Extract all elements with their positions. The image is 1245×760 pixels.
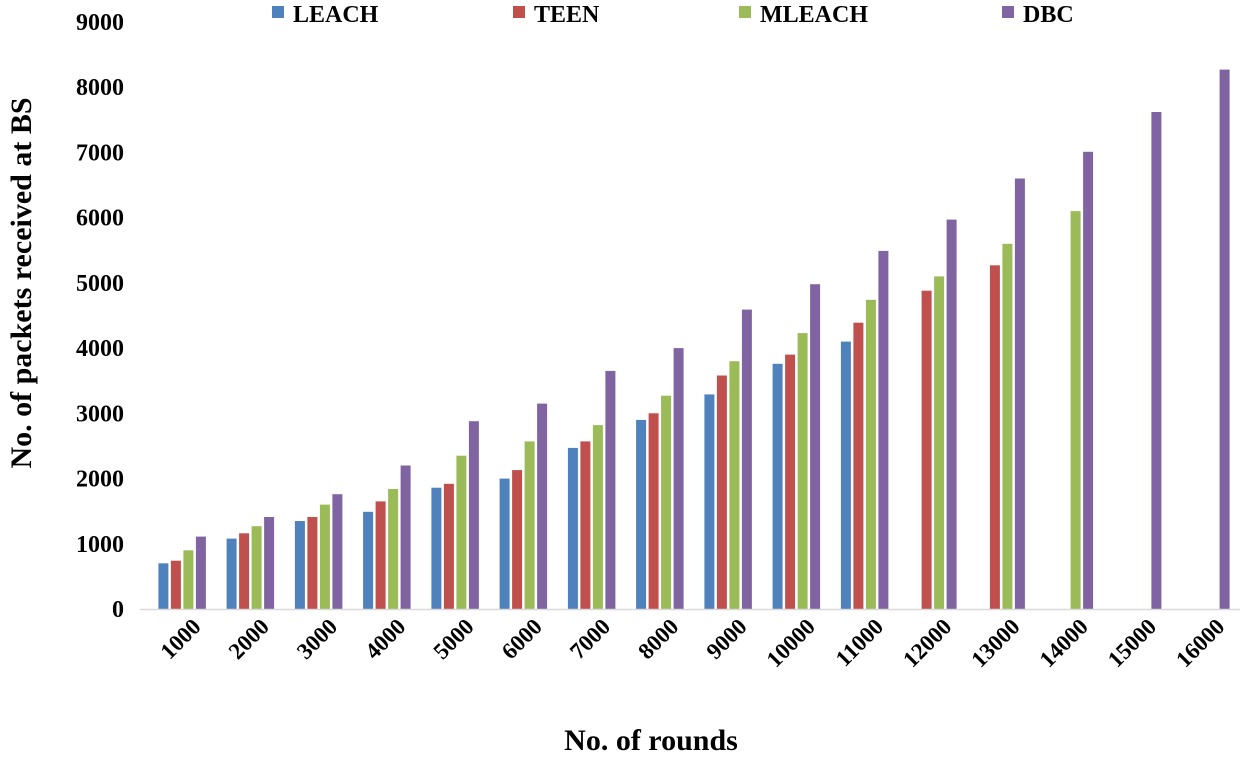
bar-dbc-8000 <box>673 348 684 609</box>
x-tick-label: 8000 <box>633 614 683 664</box>
y-axis-ticks: 0 1000 2000 3000 4000 5000 6000 7000 8000 9000 <box>76 10 124 623</box>
bar-dbc-14000 <box>1083 151 1094 610</box>
x-tick-label: 4000 <box>360 614 410 664</box>
y-tick-label: 6000 <box>76 206 124 232</box>
bar-dbc-3000 <box>332 494 343 609</box>
bar-leach-10000 <box>772 363 783 609</box>
bar-teen-4000 <box>375 501 386 609</box>
bar-dbc-13000 <box>1014 178 1025 609</box>
y-tick-label: 7000 <box>76 140 124 166</box>
y-tick-label: 9000 <box>76 10 124 36</box>
bar-mleach-12000 <box>934 276 945 609</box>
bar-teen-10000 <box>785 354 796 609</box>
legend-swatch-teen <box>513 6 525 18</box>
y-tick-label: 0 <box>112 597 124 623</box>
x-tick-label: 5000 <box>428 614 478 664</box>
bar-leach-7000 <box>567 447 578 609</box>
y-tick-label: 4000 <box>76 336 124 362</box>
bar-mleach-14000 <box>1070 211 1081 609</box>
bar-leach-1000 <box>158 563 169 609</box>
bar-teen-5000 <box>443 483 454 609</box>
y-tick-label: 5000 <box>76 271 124 297</box>
bar-mleach-13000 <box>1002 243 1013 610</box>
x-tick-label: 11000 <box>831 614 888 671</box>
y-tick-label: 2000 <box>76 467 124 493</box>
bar-leach-6000 <box>499 478 510 609</box>
x-tick-label: 16000 <box>1171 614 1229 672</box>
bar-leach-3000 <box>294 521 305 609</box>
bar-teen-7000 <box>580 441 591 609</box>
bar-teen-13000 <box>989 265 1000 609</box>
x-tick-label: 15000 <box>1103 614 1161 672</box>
bar-dbc-16000 <box>1219 69 1230 610</box>
bar-mleach-2000 <box>251 526 262 609</box>
x-tick-label: 10000 <box>762 614 820 672</box>
x-tick-label: 3000 <box>292 614 342 664</box>
bar-leach-2000 <box>226 538 237 609</box>
bar-mleach-3000 <box>319 504 330 609</box>
bar-leach-11000 <box>840 341 851 609</box>
legend-label-leach: LEACH <box>293 2 379 28</box>
bar-mleach-8000 <box>661 395 672 609</box>
x-tick-label: 1000 <box>155 614 205 664</box>
bar-teen-6000 <box>512 470 523 609</box>
x-tick-label: 13000 <box>966 614 1024 672</box>
bar-mleach-10000 <box>797 333 808 609</box>
bar-dbc-10000 <box>810 284 821 609</box>
bar-mleach-11000 <box>865 299 876 609</box>
bar-leach-9000 <box>704 394 715 609</box>
legend-label-teen: TEEN <box>534 2 600 28</box>
bar-mleach-5000 <box>456 455 467 609</box>
bar-leach-5000 <box>431 487 442 609</box>
x-axis-label: No. of rounds <box>564 724 738 755</box>
legend-swatch-mleach <box>739 6 751 18</box>
bar-dbc-5000 <box>468 421 479 609</box>
bar-dbc-1000 <box>195 536 206 609</box>
y-axis-label: No. of packets received at BS <box>5 97 38 468</box>
bar-dbc-15000 <box>1151 112 1162 609</box>
x-tick-label: 14000 <box>1035 614 1093 672</box>
x-axis-ticks: 1000 2000 3000 4000 5000 6000 7000 8000 9000 1000… <box>155 614 1229 672</box>
bar-leach-8000 <box>636 419 647 609</box>
bar-leach-4000 <box>363 511 374 609</box>
bar-dbc-12000 <box>946 219 957 609</box>
x-tick-label: 6000 <box>497 614 547 664</box>
bar-teen-2000 <box>239 533 250 609</box>
bar-mleach-6000 <box>524 441 535 609</box>
bar-teen-3000 <box>307 517 318 609</box>
y-tick-label: 3000 <box>76 401 124 427</box>
bar-teen-12000 <box>921 290 932 609</box>
bar-mleach-9000 <box>729 361 740 609</box>
legend-label-dbc: DBC <box>1023 2 1074 28</box>
bar-teen-8000 <box>648 413 659 609</box>
bar-teen-11000 <box>853 322 864 609</box>
y-tick-label: 1000 <box>76 532 124 558</box>
bar-dbc-2000 <box>264 517 275 609</box>
legend-swatch-dbc <box>1002 6 1014 18</box>
x-tick-label: 7000 <box>565 614 615 664</box>
bar-dbc-7000 <box>605 370 616 609</box>
x-tick-label: 2000 <box>224 614 274 664</box>
bar-dbc-4000 <box>400 465 411 609</box>
bar-dbc-11000 <box>878 250 889 609</box>
bar-mleach-1000 <box>183 550 194 609</box>
x-tick-label: 9000 <box>701 614 751 664</box>
legend-label-mleach: MLEACH <box>760 2 868 28</box>
bar-mleach-4000 <box>388 489 399 609</box>
y-tick-label: 8000 <box>76 75 124 101</box>
bars <box>158 69 1230 610</box>
x-tick-label: 12000 <box>898 614 956 672</box>
legend-swatch-leach <box>272 6 284 18</box>
legend: LEACH TEEN MLEACH DBC <box>272 2 1074 28</box>
bar-teen-9000 <box>716 375 727 609</box>
bar-dbc-6000 <box>537 403 548 609</box>
bar-teen-1000 <box>170 560 181 609</box>
bar-dbc-9000 <box>741 309 752 609</box>
bar-mleach-7000 <box>592 425 603 609</box>
